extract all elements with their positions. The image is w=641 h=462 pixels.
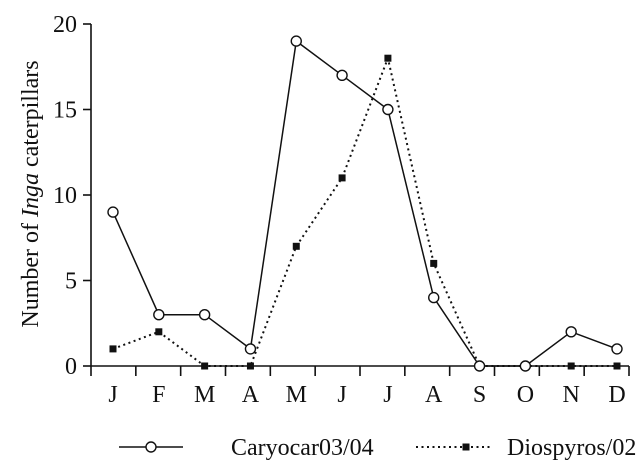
- data-point-square: [109, 345, 117, 353]
- y-tick-label: 5: [65, 269, 77, 295]
- y-axis-title-prefix: Number of: [18, 217, 44, 328]
- legend-label: Diospyros/02: [507, 435, 636, 461]
- data-point-square: [613, 362, 621, 370]
- y-axis-title: Number of Inga caterpillars: [18, 60, 44, 327]
- legend: Caryocar03/04 Diospyros/02: [119, 435, 636, 461]
- series-layer: [107, 35, 623, 372]
- data-point-circle: [290, 35, 302, 47]
- x-tick-label: J: [337, 382, 346, 408]
- y-tick-label: 0: [65, 354, 77, 380]
- x-tick-label: F: [152, 382, 165, 408]
- x-tick-label: M: [194, 382, 215, 408]
- y-tick-label: 10: [53, 183, 77, 209]
- data-point-square: [384, 54, 392, 62]
- data-point-circle: [198, 309, 211, 321]
- data-point-circle: [519, 360, 532, 372]
- data-point-circle: [336, 69, 348, 82]
- data-point-square: [292, 242, 300, 250]
- legend-label: Caryocar03/04: [231, 435, 374, 461]
- data-point-circle: [244, 343, 257, 355]
- series-1: [107, 35, 623, 372]
- data-point-circle: [428, 291, 440, 304]
- series-2: [109, 54, 621, 370]
- data-point-circle: [145, 441, 157, 453]
- y-tick-label: 20: [53, 12, 77, 38]
- y-axis-title-suffix: caterpillars: [18, 60, 44, 173]
- data-point-square: [430, 259, 438, 267]
- x-tick-label: D: [608, 382, 625, 408]
- data-point-square: [246, 362, 254, 370]
- data-point-square: [462, 443, 470, 451]
- series-line: [112, 54, 617, 367]
- data-point-circle: [382, 103, 394, 116]
- data-point-square: [338, 174, 346, 182]
- x-tick-label: A: [242, 382, 260, 408]
- data-point-circle: [107, 206, 119, 218]
- data-point-circle: [565, 326, 577, 338]
- data-point-square: [155, 328, 163, 336]
- data-point-square: [201, 362, 209, 370]
- y-tick-label: 15: [53, 98, 77, 124]
- series-line: [112, 39, 618, 367]
- x-tick-label: S: [473, 382, 486, 408]
- data-point-circle: [153, 309, 165, 321]
- data-point-square: [567, 362, 575, 370]
- x-tick-label: J: [383, 382, 392, 408]
- legend-item-1: Caryocar03/04: [119, 435, 374, 461]
- data-point-circle: [473, 360, 486, 372]
- x-tick-label: M: [286, 382, 307, 408]
- data-point-circle: [611, 343, 623, 355]
- legend-item-2: Diospyros/02: [416, 435, 636, 461]
- x-tick-label: A: [425, 382, 443, 408]
- y-axis-title-italic: Inga: [18, 173, 44, 218]
- x-tick-label: J: [108, 382, 117, 408]
- x-tick-label: N: [563, 382, 580, 408]
- x-tick-label: O: [517, 382, 534, 408]
